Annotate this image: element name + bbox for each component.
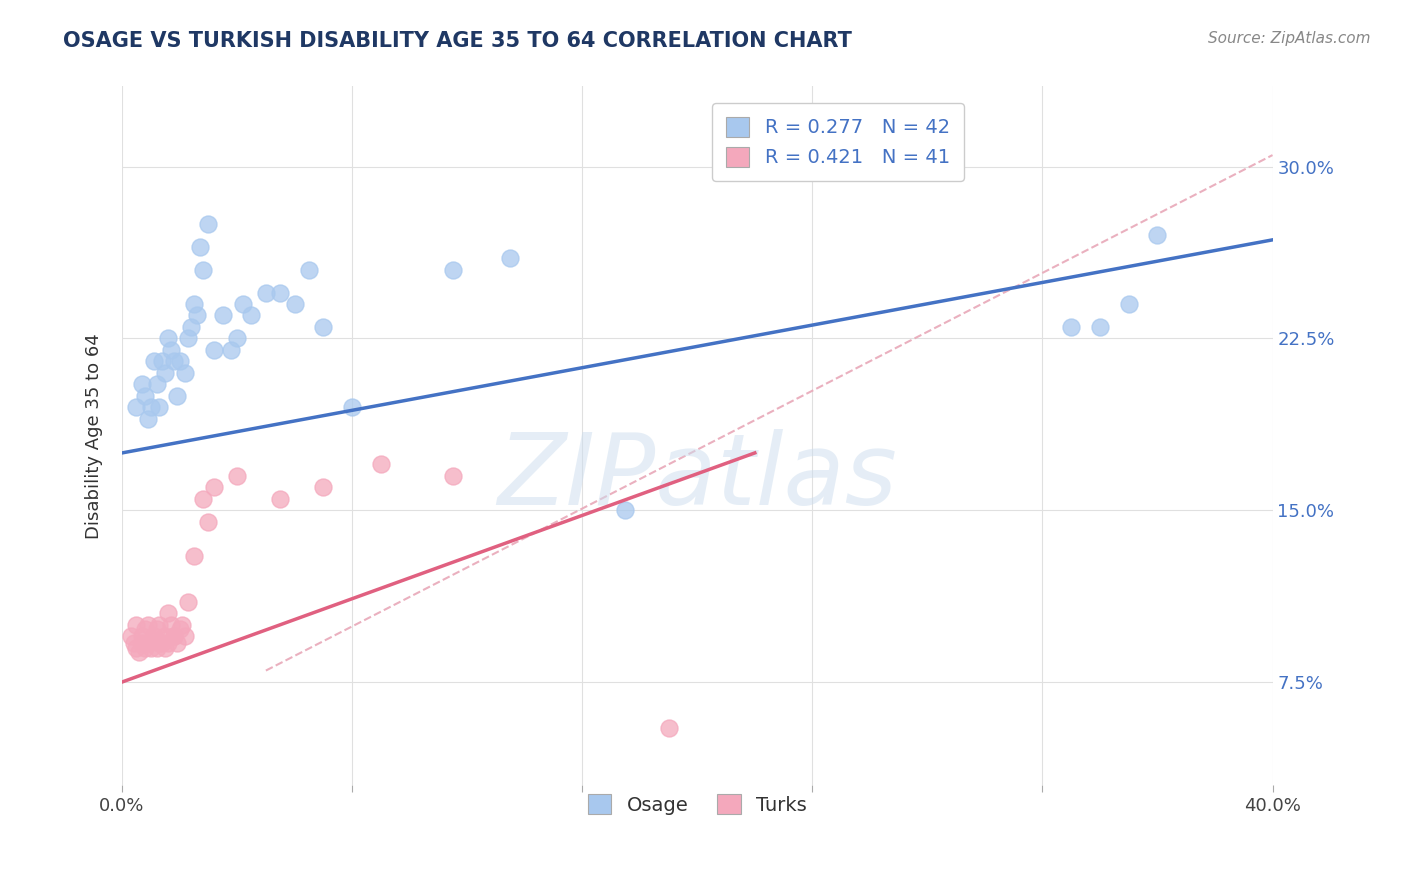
Point [148, 400, 170, 414]
Point [145, 640, 167, 655]
Point [131, 629, 153, 643]
Point [134, 623, 156, 637]
Point [166, 389, 188, 403]
Text: OSAGE VS TURKISH DISABILITY AGE 35 TO 64 CORRELATION CHART: OSAGE VS TURKISH DISABILITY AGE 35 TO 64… [63, 31, 852, 51]
Point [284, 297, 307, 311]
Point [136, 636, 159, 650]
Point [370, 458, 392, 472]
Point [148, 617, 170, 632]
Point [177, 331, 200, 345]
Point [183, 549, 205, 563]
Point [221, 343, 243, 357]
Point [614, 503, 637, 517]
Point [174, 629, 197, 643]
Point [139, 633, 162, 648]
Point [120, 629, 142, 643]
Point [131, 636, 153, 650]
Point [226, 331, 249, 345]
Point [191, 262, 214, 277]
Point [153, 366, 176, 380]
Point [186, 309, 208, 323]
Point [177, 595, 200, 609]
Point [312, 319, 335, 334]
Point [269, 491, 291, 506]
Point [134, 389, 156, 403]
Point [125, 400, 148, 414]
Point [125, 640, 148, 655]
Point [163, 354, 186, 368]
Point [136, 411, 159, 425]
Point [1060, 319, 1083, 334]
Point [148, 636, 170, 650]
Point [191, 491, 214, 506]
Point [298, 262, 321, 277]
Point [183, 297, 205, 311]
Point [202, 343, 225, 357]
Point [128, 645, 150, 659]
Point [197, 217, 219, 231]
Point [441, 262, 464, 277]
Point [142, 354, 165, 368]
Point [163, 629, 186, 643]
Point [125, 617, 148, 632]
Point [145, 377, 167, 392]
Text: Source: ZipAtlas.com: Source: ZipAtlas.com [1208, 31, 1371, 46]
Point [157, 607, 180, 621]
Point [150, 354, 173, 368]
Point [1088, 319, 1111, 334]
Point [160, 617, 183, 632]
Point [240, 309, 263, 323]
Point [136, 617, 159, 632]
Point [150, 636, 173, 650]
Point [180, 319, 202, 334]
Point [226, 468, 249, 483]
Point [131, 377, 153, 392]
Point [232, 297, 254, 311]
Point [1118, 297, 1140, 311]
Point [163, 629, 186, 643]
Point [254, 285, 277, 300]
Y-axis label: Disability Age 35 to 64: Disability Age 35 to 64 [86, 333, 103, 539]
Point [441, 468, 464, 483]
Point [122, 636, 145, 650]
Point [340, 400, 363, 414]
Point [157, 331, 180, 345]
Point [188, 240, 211, 254]
Point [153, 640, 176, 655]
Text: ZIPatlas: ZIPatlas [498, 429, 897, 526]
Point [197, 515, 219, 529]
Point [157, 636, 180, 650]
Point [657, 721, 679, 735]
Point [166, 636, 188, 650]
Point [174, 366, 197, 380]
Point [139, 640, 162, 655]
Point [172, 617, 194, 632]
Point [269, 285, 291, 300]
Point [1146, 228, 1168, 243]
Point [134, 640, 156, 655]
Point [211, 309, 233, 323]
Legend: Osage, Turks: Osage, Turks [578, 784, 817, 824]
Point [169, 623, 191, 637]
Point [145, 623, 167, 637]
Point [142, 629, 165, 643]
Point [153, 629, 176, 643]
Point [139, 400, 162, 414]
Point [312, 480, 335, 494]
Point [202, 480, 225, 494]
Point [169, 354, 191, 368]
Point [160, 343, 183, 357]
Point [499, 251, 522, 265]
